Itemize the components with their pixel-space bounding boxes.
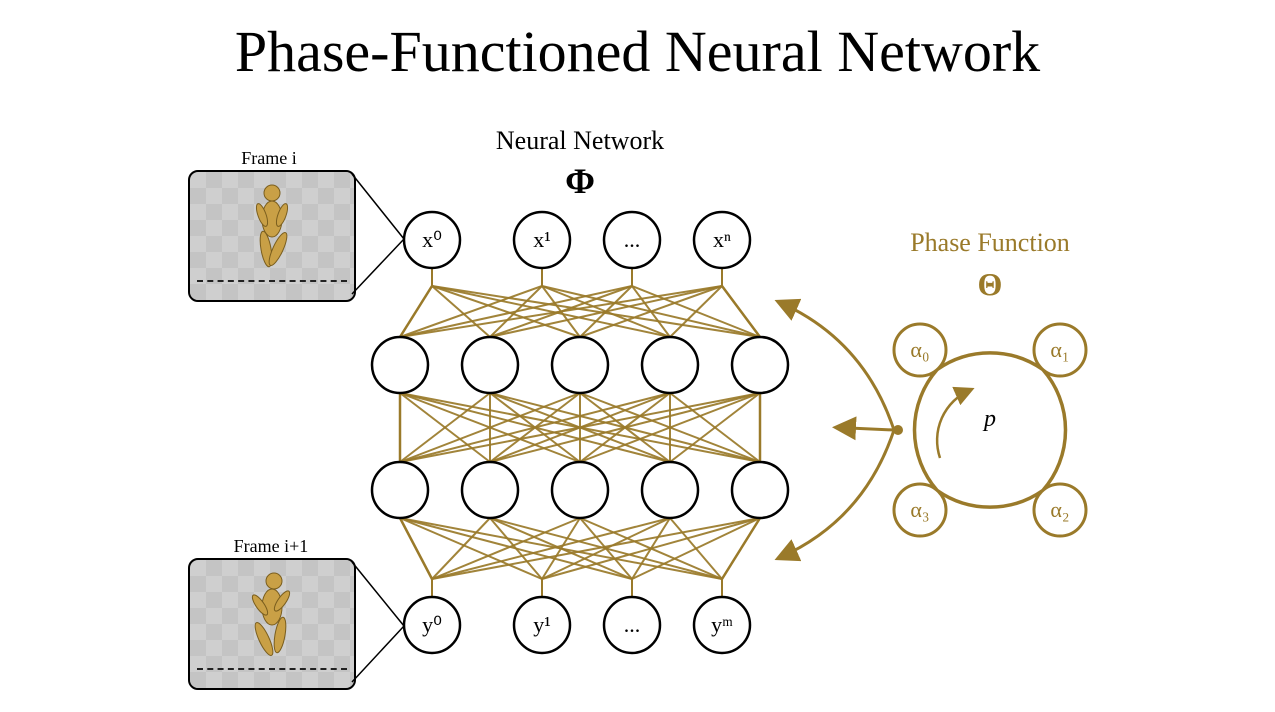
phase-p-label: p — [982, 406, 996, 432]
phase-node-label: α₃ — [910, 497, 929, 522]
nn-node-label: y⁰ — [422, 612, 442, 637]
nn-node-label: yᵐ — [711, 612, 733, 637]
nn-node — [642, 462, 698, 518]
phase-node-label: α₂ — [1050, 497, 1069, 522]
nn-node-label: x⁰ — [422, 227, 442, 252]
nn-node — [642, 337, 698, 393]
nn-node — [462, 462, 518, 518]
nn-node — [372, 462, 428, 518]
nn-node-label: xⁿ — [713, 227, 731, 252]
nn-node-label: y¹ — [533, 612, 551, 637]
nn-node — [732, 337, 788, 393]
nn-node — [552, 337, 608, 393]
nn-node-label: ... — [624, 612, 641, 637]
nn-node-label: x¹ — [533, 227, 551, 252]
diagram-svg: x⁰ x¹... xⁿ y⁰ y¹... yᵐ α₀ α₁ α₂ α₃ p — [0, 0, 1275, 712]
diagram-root: Phase-Functioned Neural Network Neural N… — [0, 0, 1275, 712]
nn-node-label: ... — [624, 227, 641, 252]
nn-node — [462, 337, 518, 393]
phase-node-label: α₁ — [1050, 337, 1069, 362]
nn-node — [372, 337, 428, 393]
phase-node-label: α₀ — [910, 337, 929, 362]
nn-node — [552, 462, 608, 518]
nn-node — [732, 462, 788, 518]
